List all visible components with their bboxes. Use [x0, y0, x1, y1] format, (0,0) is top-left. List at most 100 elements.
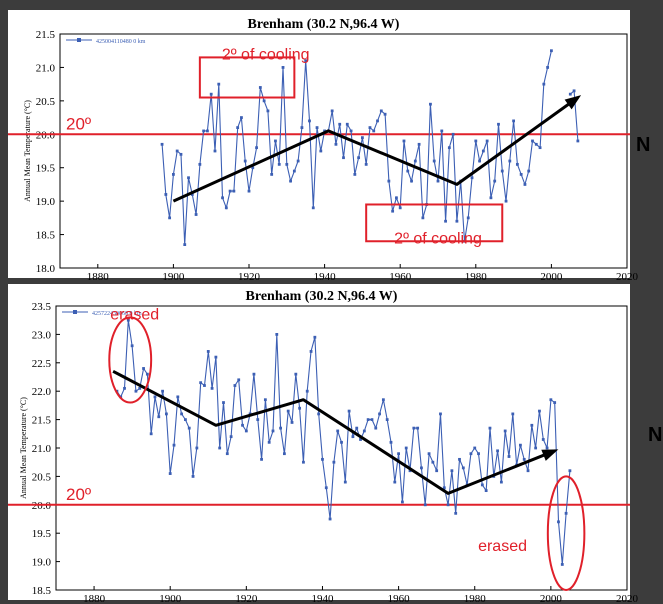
data-point [385, 418, 389, 421]
data-point [376, 119, 379, 123]
data-point [402, 139, 406, 143]
data-point [512, 119, 515, 123]
data-point [455, 219, 459, 223]
x-tick-label: 1880 [83, 593, 106, 604]
data-point [225, 452, 229, 456]
data-point [168, 472, 172, 475]
data-point [123, 386, 126, 390]
data-point [180, 412, 184, 416]
data-point [194, 213, 198, 216]
data-point [500, 169, 504, 173]
data-point [218, 446, 222, 450]
data-point [349, 129, 353, 133]
data-point [191, 475, 195, 478]
data-point [255, 146, 258, 150]
data-point [507, 455, 511, 458]
data-point [416, 426, 420, 430]
data-point [315, 126, 319, 129]
data-point [534, 142, 538, 146]
data-point [446, 503, 450, 507]
data-point [572, 89, 576, 93]
data-point [251, 166, 255, 170]
data-point [324, 486, 328, 490]
data-point [451, 132, 455, 136]
data-point [190, 193, 194, 196]
annotation-box [198, 56, 296, 99]
data-point [164, 412, 168, 416]
data-point [332, 460, 336, 464]
data-point [364, 162, 368, 166]
data-point [387, 179, 391, 183]
data-point [198, 162, 202, 166]
data-point [281, 66, 285, 69]
data-point [408, 469, 412, 473]
data-point [391, 209, 395, 213]
data-point [271, 429, 275, 433]
data-point [357, 156, 361, 160]
data-point [423, 503, 427, 507]
data-point [199, 381, 203, 385]
data-point [450, 469, 454, 473]
reference-line-label: 20º [66, 485, 91, 504]
legend-swatch-marker [77, 38, 81, 42]
data-point [435, 469, 439, 473]
data-point [232, 189, 236, 193]
x-tick-label: 1880 [87, 271, 110, 283]
data-point [266, 109, 270, 113]
data-point [508, 159, 512, 163]
data-point [183, 243, 187, 246]
x-tick-label: 2020 [616, 593, 639, 604]
x-tick-label: 1960 [389, 271, 412, 283]
data-point [511, 412, 515, 416]
data-point [256, 418, 260, 421]
data-point [499, 480, 503, 484]
data-point [179, 152, 183, 156]
data-point [355, 426, 359, 430]
data-point [292, 169, 296, 173]
data-point [298, 406, 302, 410]
data-point [153, 395, 157, 399]
data-point [474, 139, 478, 143]
data-point [436, 179, 440, 183]
data-point [523, 183, 527, 186]
data-point [545, 446, 549, 450]
data-point [213, 149, 217, 153]
y-tick-label: 21.5 [32, 415, 52, 427]
data-point [557, 520, 560, 524]
annotation-text: 2º of cooling [222, 46, 310, 63]
reference-line-label: 20º [66, 114, 91, 133]
data-point [454, 511, 458, 515]
data-point [342, 156, 345, 160]
data-point [370, 418, 374, 421]
data-point [217, 82, 221, 86]
x-tick-label: 1940 [314, 271, 337, 283]
y-tick-label: 23.5 [32, 301, 52, 313]
data-point [401, 500, 404, 504]
data-point [323, 129, 326, 133]
data-point [442, 486, 446, 490]
data-point [485, 139, 489, 143]
side-label-top: N [636, 134, 651, 156]
data-point [522, 457, 526, 461]
data-point [473, 446, 477, 450]
data-point [258, 86, 262, 89]
data-point [410, 179, 413, 183]
data-point [283, 452, 286, 456]
data-point [221, 196, 224, 200]
data-point [493, 179, 497, 183]
data-point [149, 432, 153, 436]
data-point [351, 435, 355, 439]
chart-panel-1: Brenham (30.2 N,96.4 W) Annual Mean Tempe… [8, 10, 639, 283]
data-point [229, 435, 233, 439]
data-point [237, 378, 241, 382]
data-point [224, 206, 228, 210]
data-point [176, 395, 180, 399]
data-point [172, 443, 176, 447]
y-tick-label: 22.5 [32, 358, 52, 370]
y-tick-label: 21.0 [32, 443, 52, 455]
data-point [458, 457, 461, 461]
data-point [160, 142, 164, 146]
data-point [353, 173, 357, 176]
data-point [343, 480, 347, 484]
